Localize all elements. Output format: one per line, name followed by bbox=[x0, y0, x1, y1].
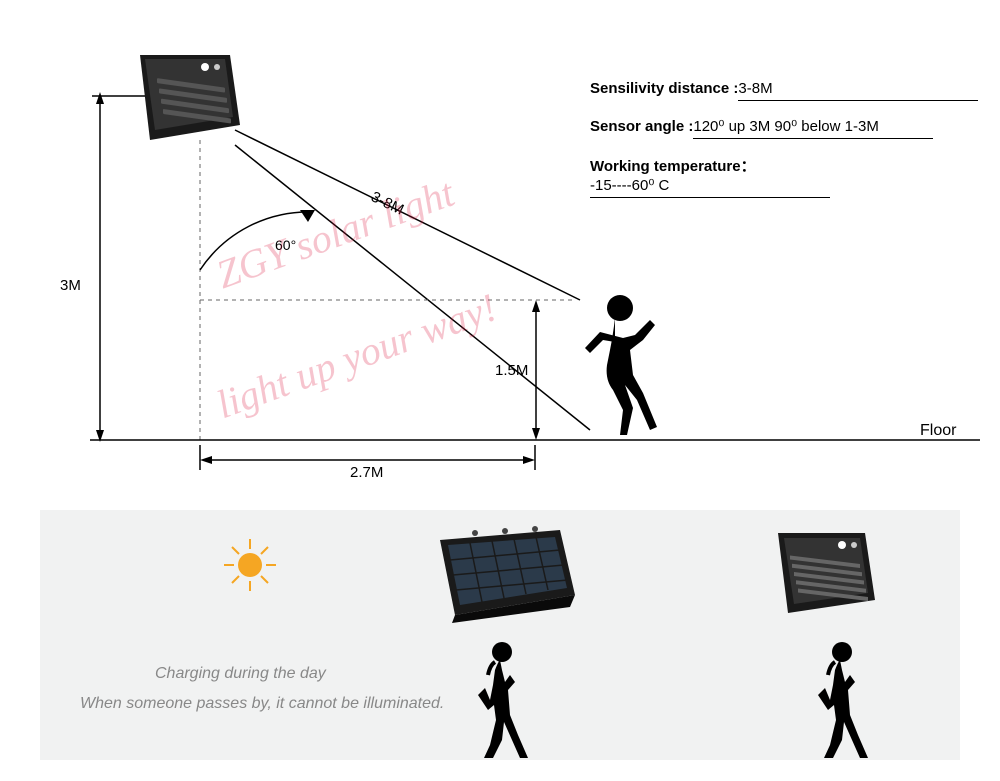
solar-light-icon bbox=[135, 45, 245, 140]
angle-label: 60° bbox=[275, 237, 296, 253]
day-night-panel: Charging during the day When someone pas… bbox=[40, 510, 960, 760]
specs-panel: Sensilivity distance :3-8M Sensor angle … bbox=[590, 80, 980, 214]
running-person-icon bbox=[565, 290, 665, 440]
floor-label: Floor bbox=[920, 422, 956, 440]
walking-person-icon bbox=[800, 640, 880, 760]
ground-distance-label: 2.7M bbox=[350, 464, 383, 481]
no-illumination-caption: When someone passes by, it cannot be ill… bbox=[80, 695, 444, 713]
beam-range-label: 3-8M bbox=[368, 188, 406, 218]
person-height-label: 1.5M bbox=[495, 362, 528, 379]
temp-value: -15----60⁰ C bbox=[590, 176, 830, 198]
walking-person-icon bbox=[460, 640, 540, 760]
mount-height-label: 3M bbox=[60, 277, 81, 294]
solar-light-front-icon bbox=[770, 525, 880, 615]
sensitivity-label: Sensilivity distance : bbox=[590, 80, 738, 97]
temp-label: Working temperature： bbox=[590, 158, 756, 175]
charging-caption: Charging during the day bbox=[155, 665, 326, 683]
sensing-diagram: 3M 60° 3-8M 1.5M 2.7M Floor Sensilivity … bbox=[0, 0, 1000, 500]
sensor-angle-label: Sensor angle : bbox=[590, 118, 693, 135]
solar-panel-icon bbox=[420, 525, 580, 625]
sensor-angle-value: 120⁰ up 3M 90⁰ below 1-3M bbox=[693, 117, 933, 139]
sun-icon bbox=[220, 535, 280, 595]
sensitivity-value: 3-8M bbox=[738, 80, 978, 101]
